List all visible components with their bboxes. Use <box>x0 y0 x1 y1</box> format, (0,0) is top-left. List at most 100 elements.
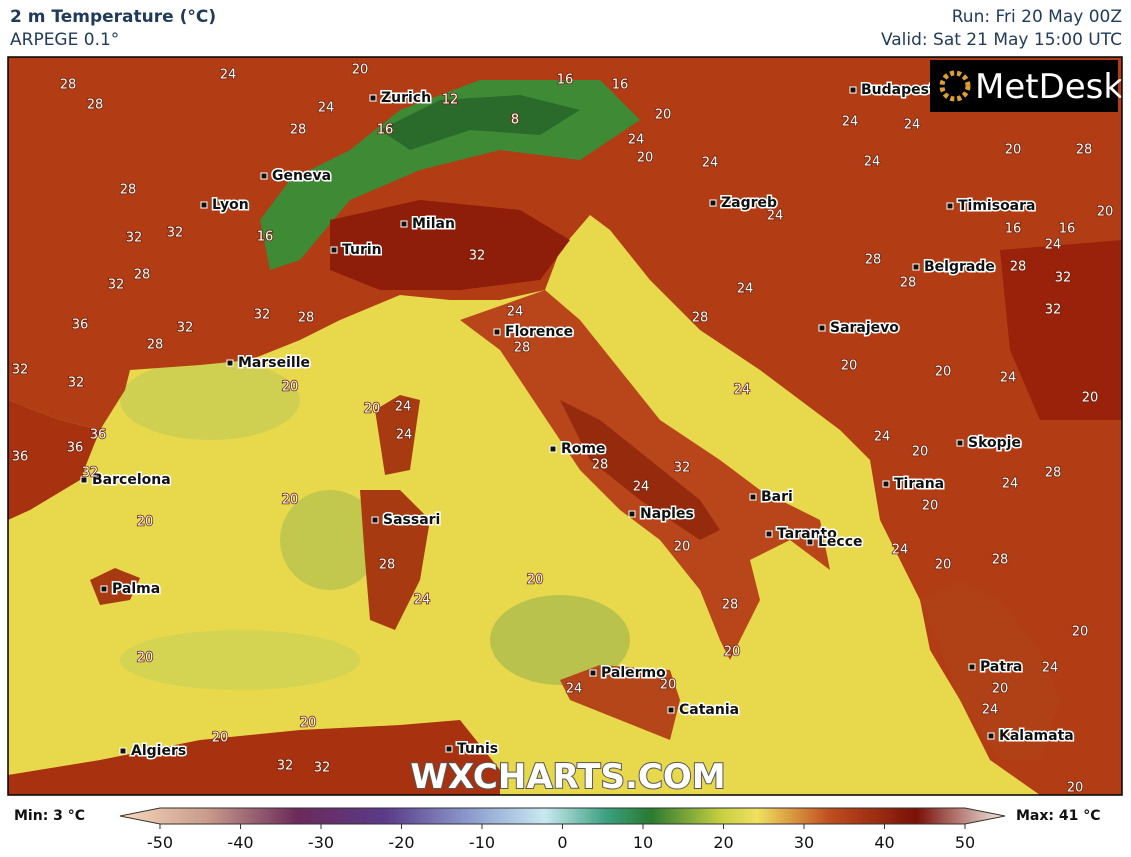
contour-label: 28 <box>134 268 151 283</box>
contour-label: 24 <box>702 156 719 171</box>
contour-label: 28 <box>592 458 609 473</box>
po-valley <box>330 200 570 290</box>
contour-label: 20 <box>1082 391 1099 406</box>
city-label: Algiers <box>131 743 186 759</box>
contour-labels: 28 28 24 20 24 28 16 12 8 16 16 20 24 20 24 24 24 24 20 28 2… <box>11 62 1114 796</box>
contour-label: 28 <box>865 253 882 268</box>
contour-label: 24 <box>734 383 751 398</box>
contour-label: 24 <box>318 101 335 116</box>
city-label: Sarajevo <box>830 320 899 336</box>
contour-label: 24 <box>1000 371 1017 386</box>
city-marker <box>882 480 890 488</box>
city-label: Bari <box>761 489 793 505</box>
max-label: Max: 41 °C <box>1016 808 1101 824</box>
contour-label: 28 <box>992 553 1009 568</box>
map-frame <box>7 56 1123 796</box>
colorbar-tick-label: -30 <box>308 833 334 852</box>
city-marker <box>987 732 995 740</box>
contour-label: 28 <box>290 123 307 138</box>
contour-label: 24 <box>982 703 999 718</box>
contour-label: 36 <box>72 318 89 333</box>
city-label: Sassari <box>383 512 440 528</box>
contour-label: 16 <box>257 230 274 245</box>
contour-label: 28 <box>298 311 315 326</box>
contour-label: 24 <box>1002 477 1019 492</box>
contour-label: 20 <box>527 573 544 588</box>
contour-label: 8 <box>511 113 519 128</box>
contour-label: 28 <box>120 183 137 198</box>
city-label: Geneva <box>272 168 331 184</box>
contour-label: 28 <box>900 276 917 291</box>
city-label: Milan <box>412 216 455 232</box>
contour-label: 24 <box>633 480 650 495</box>
colorbar-tick-label: 10 <box>633 833 653 852</box>
city-label: Patra <box>980 659 1022 675</box>
contour-label: 12 <box>442 93 459 108</box>
contour-label: 16 <box>1059 222 1076 237</box>
contour-label: 20 <box>1067 781 1084 796</box>
contour-label: 32 <box>12 363 29 378</box>
logo: MetDesk <box>975 67 1123 107</box>
contour-label: 16 <box>1005 222 1022 237</box>
contour-label: 24 <box>874 430 891 445</box>
greece <box>920 580 1060 760</box>
city-marker <box>765 530 773 538</box>
city-label: Skopje <box>968 435 1021 451</box>
corsica <box>375 395 420 475</box>
contour-label: 24 <box>507 305 524 320</box>
contour-label: 20 <box>935 558 952 573</box>
city-label: Palermo <box>601 665 666 681</box>
city-marker <box>226 359 234 367</box>
city-marker <box>912 263 920 271</box>
sea-patch <box>120 630 360 690</box>
contour-label: 20 <box>841 359 858 374</box>
contour-label: 32 <box>68 376 85 391</box>
city-marker <box>818 324 826 332</box>
contour-label: 24 <box>842 115 859 130</box>
city-marker <box>667 706 675 714</box>
sardinia <box>360 490 430 630</box>
contour-label: 20 <box>137 515 154 530</box>
colorbar <box>119 807 1006 825</box>
contour-label: 24 <box>864 155 881 170</box>
contour-label: 28 <box>692 311 709 326</box>
contour-label: 32 <box>1045 303 1062 318</box>
city-marker <box>330 246 338 254</box>
watermark: WXCHARTS.COM <box>410 757 725 797</box>
contour-label: 20 <box>660 678 677 693</box>
city-label: Lecce <box>818 534 863 550</box>
city-marker <box>589 669 597 677</box>
colorbar-tick-label: 20 <box>713 833 733 852</box>
contour-label: 20 <box>352 63 369 78</box>
contour-label: 32 <box>674 461 691 476</box>
contour-label: 28 <box>147 338 164 353</box>
logo-icon <box>939 70 971 102</box>
contour-label: 32 <box>469 249 486 264</box>
city-marker <box>806 538 814 546</box>
city-marker <box>200 201 208 209</box>
city-label: Tirana <box>894 476 944 492</box>
city-label: Lyon <box>212 197 249 213</box>
contour-label: 24 <box>1042 661 1059 676</box>
contour-label: 16 <box>377 123 394 138</box>
city-label: Belgrade <box>924 259 995 275</box>
contour-label: 32 <box>167 226 184 241</box>
contour-label: 28 <box>87 98 104 113</box>
city-label: Kalamata <box>999 728 1074 744</box>
city-label: Budapest <box>861 82 936 98</box>
contour-label: 24 <box>628 133 645 148</box>
contour-label: 20 <box>674 540 691 555</box>
city-marker <box>100 585 108 593</box>
city-marker <box>493 328 501 336</box>
city-label: Zagreb <box>721 195 777 211</box>
contour-label: 36 <box>67 441 84 456</box>
city-label: Marseille <box>238 355 310 371</box>
contour-label: 20 <box>922 499 939 514</box>
contour-label: 36 <box>12 450 29 465</box>
contour-label: 24 <box>767 209 784 224</box>
city-label: Tunis <box>457 741 498 757</box>
city-marker <box>849 86 857 94</box>
city-label: Florence <box>505 324 573 340</box>
city-marker <box>946 202 954 210</box>
contour-label: 20 <box>912 445 929 460</box>
